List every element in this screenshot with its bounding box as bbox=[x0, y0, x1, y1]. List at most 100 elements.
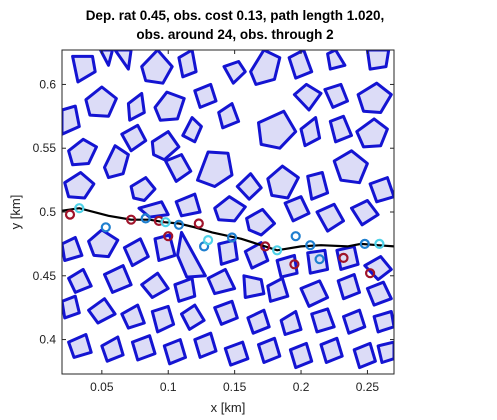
obstacle-34 bbox=[306, 171, 330, 201]
obstacle-76 bbox=[67, 333, 93, 359]
red-marker-8 bbox=[365, 268, 376, 279]
obstacle-68 bbox=[150, 304, 176, 334]
blue-marker-0 bbox=[100, 222, 111, 233]
obstacle-0 bbox=[71, 54, 97, 84]
y-tick-label-0: 0.4 bbox=[39, 333, 56, 347]
chart-title: Dep. rat 0.45, obs. cost 0.13, path leng… bbox=[86, 8, 385, 23]
obstacle-11 bbox=[126, 91, 146, 122]
obstacle-75 bbox=[372, 310, 394, 334]
blue-marker-5 bbox=[290, 231, 301, 242]
blue-marker-7 bbox=[314, 254, 325, 265]
obstacle-14 bbox=[217, 102, 241, 130]
chart-subtitle: obs. around 24, obs. through 2 bbox=[136, 27, 333, 42]
obstacle-8 bbox=[326, 50, 347, 71]
obstacle-9 bbox=[365, 50, 391, 71]
obstacle-45 bbox=[87, 228, 120, 259]
obstacle-29 bbox=[129, 176, 157, 202]
obstacle-86 bbox=[376, 340, 394, 364]
obstacle-58 bbox=[173, 276, 197, 303]
x-tick-label-2: 0.15 bbox=[223, 380, 247, 394]
cyan-marker-3 bbox=[272, 245, 283, 256]
obstacle-23 bbox=[257, 109, 298, 150]
obstacle-74 bbox=[342, 308, 367, 335]
obstacle-4 bbox=[177, 50, 198, 79]
obstacle-77 bbox=[100, 335, 125, 363]
obstacle-41 bbox=[283, 195, 311, 223]
obstacle-44 bbox=[62, 236, 84, 262]
obstacle-57 bbox=[140, 271, 170, 299]
obstacle-79 bbox=[162, 338, 187, 366]
obstacle-73 bbox=[310, 307, 336, 334]
x-axis-label: x [km] bbox=[211, 400, 246, 415]
red-marker-2 bbox=[153, 215, 164, 226]
obstacle-2 bbox=[113, 50, 133, 71]
obstacle-13 bbox=[193, 82, 218, 109]
obstacle-38 bbox=[174, 192, 202, 218]
obstacle-21 bbox=[150, 130, 181, 162]
red-marker-1 bbox=[126, 214, 137, 225]
obstacle-59 bbox=[206, 267, 237, 296]
obstacle-31 bbox=[196, 150, 234, 188]
red-marker-7 bbox=[338, 252, 349, 263]
red-marker-0 bbox=[64, 209, 76, 220]
obstacle-85 bbox=[352, 341, 377, 370]
obstacle-64 bbox=[365, 280, 393, 307]
obstacle-35 bbox=[332, 149, 369, 185]
cyan-marker-0 bbox=[74, 203, 85, 214]
cyan-marker-1 bbox=[160, 217, 171, 228]
obstacle-60 bbox=[242, 274, 266, 299]
obstacle-36 bbox=[368, 176, 394, 204]
blue-marker-8 bbox=[359, 238, 370, 249]
obstacle-83 bbox=[288, 341, 314, 370]
red-marker-3 bbox=[163, 231, 174, 242]
obstacle-18 bbox=[62, 104, 81, 136]
obstacle-71 bbox=[246, 308, 271, 335]
cyan-marker-4 bbox=[374, 238, 385, 249]
obstacle-48 bbox=[176, 230, 207, 279]
obstacle-56 bbox=[103, 264, 133, 294]
obstacle-69 bbox=[180, 303, 206, 331]
x-tick-label-0: 0.05 bbox=[90, 380, 114, 394]
obstacle-3 bbox=[140, 50, 174, 85]
x-tick-label-1: 0.1 bbox=[160, 380, 177, 394]
red-marker-5 bbox=[260, 241, 271, 252]
obstacle-40 bbox=[245, 207, 276, 237]
obstacle-62 bbox=[299, 279, 330, 308]
obstacle-5 bbox=[222, 60, 247, 85]
obstacle-7 bbox=[287, 50, 314, 80]
obstacle-20 bbox=[120, 123, 148, 153]
obstacle-6 bbox=[249, 50, 282, 86]
marker-layer bbox=[64, 203, 385, 279]
y-tick-label-3: 0.55 bbox=[33, 141, 57, 155]
obstacle-55 bbox=[67, 267, 93, 294]
blue-marker-1 bbox=[140, 213, 151, 224]
obstacle-33 bbox=[266, 164, 300, 200]
blue-marker-6 bbox=[305, 240, 316, 251]
obstacle-1 bbox=[99, 50, 114, 67]
obstacle-24 bbox=[299, 116, 322, 148]
obstacle-72 bbox=[279, 310, 303, 336]
obstacle-61 bbox=[266, 276, 290, 303]
obstacle-82 bbox=[257, 336, 282, 364]
x-tick-label-3: 0.2 bbox=[293, 380, 310, 394]
obstacle-63 bbox=[336, 273, 361, 301]
y-axis: 0.4 0.45 0.5 0.55 0.6 bbox=[33, 77, 394, 347]
y-tick-label-1: 0.45 bbox=[33, 269, 57, 283]
obstacle-67 bbox=[120, 303, 146, 330]
obstacle-10 bbox=[84, 85, 118, 118]
obstacle-78 bbox=[130, 334, 157, 362]
obstacle-39 bbox=[213, 195, 247, 223]
obstacle-42 bbox=[315, 202, 345, 233]
cyan-marker-2 bbox=[203, 235, 214, 246]
obstacle-16 bbox=[323, 82, 349, 109]
red-marker-4 bbox=[193, 218, 204, 229]
red-marker-6 bbox=[289, 259, 300, 270]
obstacle-22 bbox=[181, 116, 203, 144]
obstacle-70 bbox=[213, 299, 239, 326]
obstacle-66 bbox=[87, 297, 117, 325]
x-tick-label-4: 0.25 bbox=[356, 380, 380, 394]
obstacle-49 bbox=[217, 238, 239, 266]
y-tick-label-4: 0.6 bbox=[39, 77, 56, 91]
obstacle-15 bbox=[292, 82, 323, 112]
